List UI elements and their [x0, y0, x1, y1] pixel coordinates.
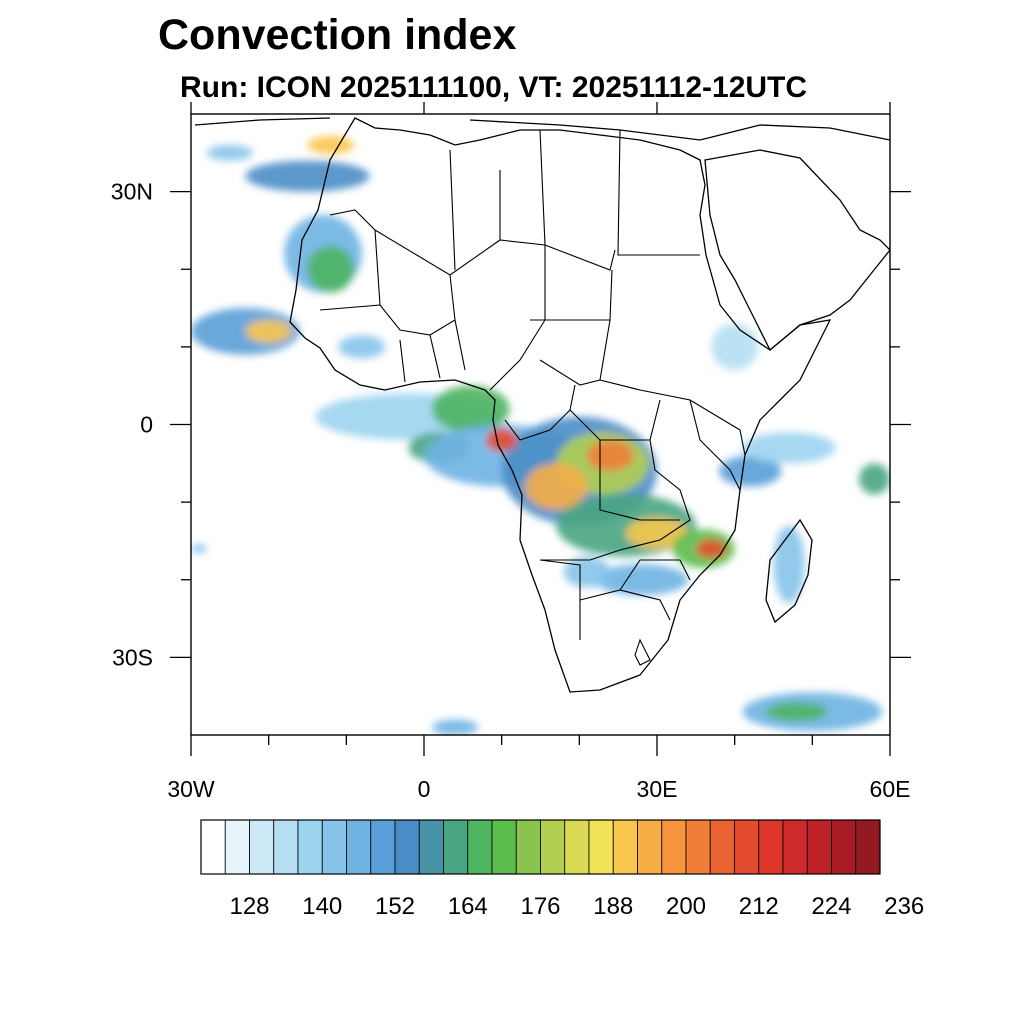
colorbar-bin-10 — [443, 819, 469, 875]
lon-tick-label: 30W — [167, 776, 215, 802]
colorbar-bin-22 — [734, 819, 760, 875]
convection-region-5 — [307, 135, 355, 155]
colorbar-bin-13 — [515, 819, 541, 875]
convection-region-10 — [431, 385, 510, 433]
convection-region-29 — [765, 702, 828, 722]
colorbar-frame — [200, 819, 881, 875]
lon-tick-label: 0 — [418, 776, 431, 802]
convection-region-3 — [307, 245, 355, 293]
colorbar-bin-23 — [758, 819, 784, 875]
axis-tick-labels: 30W 0 30E 60E 30N 0 30S — [111, 179, 911, 802]
colorbar-bin-26 — [831, 819, 857, 875]
colorbar-bin-21 — [709, 819, 735, 875]
convection-region-30 — [431, 719, 479, 735]
colorbar-label: 176 — [520, 893, 560, 920]
lon-tick-label: 30E — [637, 776, 678, 802]
convection-region-31 — [191, 544, 207, 554]
convection-region-25 — [858, 463, 890, 495]
colorbar-label: 188 — [593, 893, 633, 920]
convection-region-16 — [486, 428, 518, 452]
colorbar-label: 152 — [375, 893, 415, 920]
colorbar-bin-15 — [564, 819, 590, 875]
convection-region-26 — [773, 525, 805, 604]
colorbar-bin-17 — [612, 819, 638, 875]
map-subtitle: Run: ICON 2025111100, VT: 20251112-12UTC — [180, 71, 808, 104]
colorbar-bin-7 — [370, 819, 396, 875]
colorbar-bin-18 — [637, 819, 663, 875]
colorbar-label: 140 — [302, 893, 342, 920]
map-title: Convection index — [158, 11, 517, 59]
colorbar-labels: 128 140 152 164 176 188 200 212 224 236 — [229, 893, 924, 920]
convection-field — [191, 135, 890, 735]
colorbar-bin-2 — [249, 819, 275, 875]
colorbar-label: 128 — [229, 893, 269, 920]
colorbar-label: 224 — [811, 893, 851, 920]
colorbar-bin-6 — [346, 819, 372, 875]
colorbar-label: 212 — [739, 893, 779, 920]
colorbar-label: 200 — [666, 893, 706, 920]
colorbar-label: 236 — [884, 893, 924, 920]
colorbar-bin-4 — [297, 819, 323, 875]
convection-region-4 — [245, 160, 370, 192]
colorbar-bin-16 — [588, 819, 614, 875]
lat-tick-label: 30N — [111, 179, 153, 205]
europe-coastline — [194, 117, 890, 141]
colorbar-bin-19 — [661, 819, 687, 875]
convection-region-1 — [245, 319, 292, 343]
colorbar-bin-11 — [467, 819, 493, 875]
convection-region-21 — [594, 564, 689, 596]
lat-tick-label: 0 — [140, 412, 153, 438]
convection-region-22 — [563, 556, 611, 588]
border-lines — [319, 129, 746, 666]
colorbar-bin-0 — [200, 819, 226, 875]
convection-region-15 — [524, 463, 588, 510]
colorbar-bin-5 — [321, 819, 347, 875]
convection-region-18 — [625, 517, 689, 549]
colorbar-bin-25 — [806, 819, 832, 875]
colorbar-bin-27 — [855, 819, 881, 875]
convection-region-14 — [587, 440, 634, 472]
colorbar-bin-12 — [491, 819, 517, 875]
country-borders — [319, 129, 746, 666]
colorbar-bin-20 — [685, 819, 711, 875]
lat-tick-label: 30S — [112, 644, 153, 670]
colorbar-bin-9 — [418, 819, 444, 875]
convection-region-6 — [206, 145, 254, 161]
coastlines — [194, 117, 890, 693]
convection-region-7 — [338, 335, 386, 359]
colorbar-bin-24 — [782, 819, 808, 875]
convection-region-24 — [742, 432, 836, 464]
colorbar-bin-3 — [273, 819, 299, 875]
colorbar — [200, 819, 881, 875]
colorbar-label: 164 — [448, 893, 488, 920]
colorbar-bin-8 — [394, 819, 420, 875]
axis-ticks — [170, 102, 911, 756]
colorbar-bin-1 — [224, 819, 250, 875]
arabia-coastline — [704, 149, 890, 352]
colorbar-bin-14 — [540, 819, 566, 875]
lon-tick-label: 60E — [870, 776, 911, 802]
madagascar-coastline — [765, 518, 813, 624]
africa-coastline — [289, 117, 832, 693]
convection-region-20 — [695, 539, 727, 559]
convection-region-27 — [711, 323, 758, 371]
